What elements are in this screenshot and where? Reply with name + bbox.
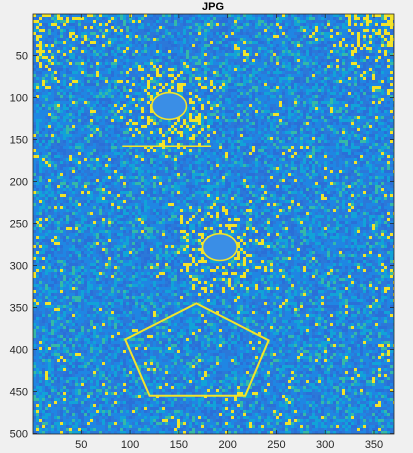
y-tick-label: 400 bbox=[10, 345, 28, 357]
x-tick-label: 200 bbox=[218, 439, 236, 451]
y-tick-label: 50 bbox=[16, 51, 28, 63]
y-tick-label: 150 bbox=[10, 135, 28, 147]
pentagon-outline bbox=[123, 302, 270, 397]
x-tick-label: 350 bbox=[365, 439, 383, 451]
circle-spot-1 bbox=[152, 93, 186, 119]
chart-title: JPG bbox=[202, 1, 224, 13]
y-tick-label: 100 bbox=[10, 93, 28, 105]
y-axis: 50 100 150 200 250 300 350 400 450 500 bbox=[10, 51, 394, 441]
y-tick-label: 500 bbox=[10, 429, 28, 441]
heatmap-features bbox=[122, 91, 270, 397]
x-tick-label: 150 bbox=[170, 439, 188, 451]
y-tick-label: 250 bbox=[10, 219, 28, 231]
x-tick-label: 250 bbox=[267, 439, 285, 451]
x-axis: 50 100 150 200 250 300 350 bbox=[75, 14, 383, 451]
y-tick-label: 300 bbox=[10, 261, 28, 273]
x-tick-label: 100 bbox=[121, 439, 139, 451]
heatmap-noise bbox=[33, 14, 394, 434]
y-tick-label: 350 bbox=[10, 303, 28, 315]
axes-frame bbox=[32, 13, 395, 435]
x-tick-label: 50 bbox=[75, 439, 87, 451]
speckle-layer-2 bbox=[33, 14, 394, 434]
y-tick-label: 200 bbox=[10, 177, 28, 189]
circle-spot-2 bbox=[203, 234, 237, 260]
x-tick-label: 300 bbox=[316, 439, 334, 451]
y-tick-label: 450 bbox=[10, 387, 28, 399]
